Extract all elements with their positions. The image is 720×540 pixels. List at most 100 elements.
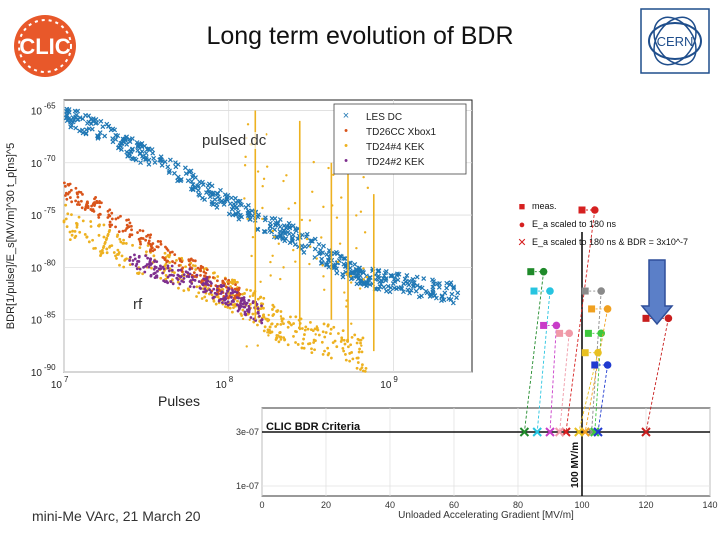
data-point: [79, 199, 83, 203]
data-point: [355, 341, 359, 345]
data-point: [152, 267, 156, 271]
data-point: [267, 228, 273, 233]
outlier-point: [365, 275, 369, 279]
data-point: [405, 280, 411, 286]
data-point: [344, 358, 348, 362]
outlier-point: [336, 260, 340, 264]
outlier-point: [366, 186, 370, 190]
data-point: [151, 155, 157, 161]
data-point: [87, 240, 91, 244]
y-tick-exponent: -90: [44, 363, 56, 372]
y-tick-label: 1e-07: [236, 481, 259, 491]
outlier-point: [243, 197, 246, 200]
data-point: [186, 287, 190, 291]
data-point: [97, 233, 101, 237]
data-point: [243, 300, 246, 304]
data-point: [364, 283, 369, 289]
data-point: [216, 295, 220, 299]
data-point: [229, 195, 234, 201]
data-point: [385, 283, 391, 289]
data-point: [66, 212, 70, 216]
outlier-point: [250, 254, 253, 258]
data-point: [349, 343, 353, 347]
outlier-point: [322, 205, 325, 209]
data-point: [444, 285, 450, 291]
data-point: [146, 157, 152, 163]
data-point: [101, 251, 105, 255]
data-point: [134, 264, 138, 268]
data-point: [173, 160, 178, 166]
data-point: [310, 347, 313, 351]
data-point: [145, 263, 149, 266]
data-point: [130, 146, 135, 152]
data-point: [324, 262, 330, 268]
data-point: [211, 276, 215, 279]
data-point: [84, 120, 90, 126]
scaled-point: [552, 321, 561, 330]
data-point: [309, 320, 312, 324]
data-point: [159, 267, 163, 271]
data-point: [164, 277, 168, 281]
data-point: [166, 259, 169, 263]
outlier-point: [359, 210, 363, 213]
data-point: [317, 333, 321, 337]
scaled-point: [546, 287, 554, 295]
data-point: [315, 327, 319, 331]
data-point: [289, 315, 292, 319]
data-point: [236, 287, 239, 291]
outlier-point: [245, 345, 248, 348]
data-point: [209, 201, 215, 207]
data-point: [279, 310, 283, 313]
data-point: [114, 225, 117, 229]
data-point: [116, 248, 120, 252]
measured-point: [588, 305, 596, 313]
outlier-point: [300, 218, 304, 222]
data-point: [321, 352, 325, 356]
data-point: [168, 251, 172, 254]
data-point: [361, 336, 365, 340]
connector-line: [645, 318, 669, 433]
data-point: [256, 297, 260, 301]
data-point: [361, 363, 364, 367]
data-point: [74, 112, 79, 118]
measured-point: [581, 287, 589, 295]
data-point: [333, 339, 337, 343]
data-point: [292, 322, 296, 325]
data-point: [159, 162, 165, 168]
data-point: [78, 230, 82, 234]
data-point: [215, 279, 219, 283]
data-point: [227, 286, 230, 290]
data-point: [128, 255, 132, 259]
data-point: [271, 308, 274, 311]
data-point: [241, 308, 245, 312]
data-point: [187, 258, 191, 262]
data-point: [195, 295, 198, 298]
data-point: [312, 246, 318, 252]
data-point: [189, 178, 195, 184]
outlier-point: [259, 280, 262, 284]
data-point: [280, 317, 284, 321]
data-point: [150, 150, 156, 156]
data-point: [149, 257, 152, 261]
data-point: [359, 368, 362, 371]
data-point: [290, 223, 296, 229]
data-point: [77, 215, 81, 219]
outlier-point: [269, 260, 272, 264]
data-point: [364, 366, 368, 370]
data-point: [149, 273, 153, 277]
data-point: [262, 217, 268, 223]
data-point: [67, 183, 71, 187]
data-point: [119, 214, 122, 218]
data-point: [358, 347, 361, 351]
outlier-point: [282, 179, 285, 183]
series-cyan: [530, 287, 554, 437]
data-point: [165, 164, 171, 170]
data-point: [329, 327, 333, 331]
data-point: [204, 190, 209, 195]
data-point: [239, 312, 243, 316]
data-point: [143, 150, 149, 156]
measured-point: [642, 314, 650, 322]
y-tick-label: 10: [31, 316, 43, 327]
outlier-point: [362, 175, 365, 179]
